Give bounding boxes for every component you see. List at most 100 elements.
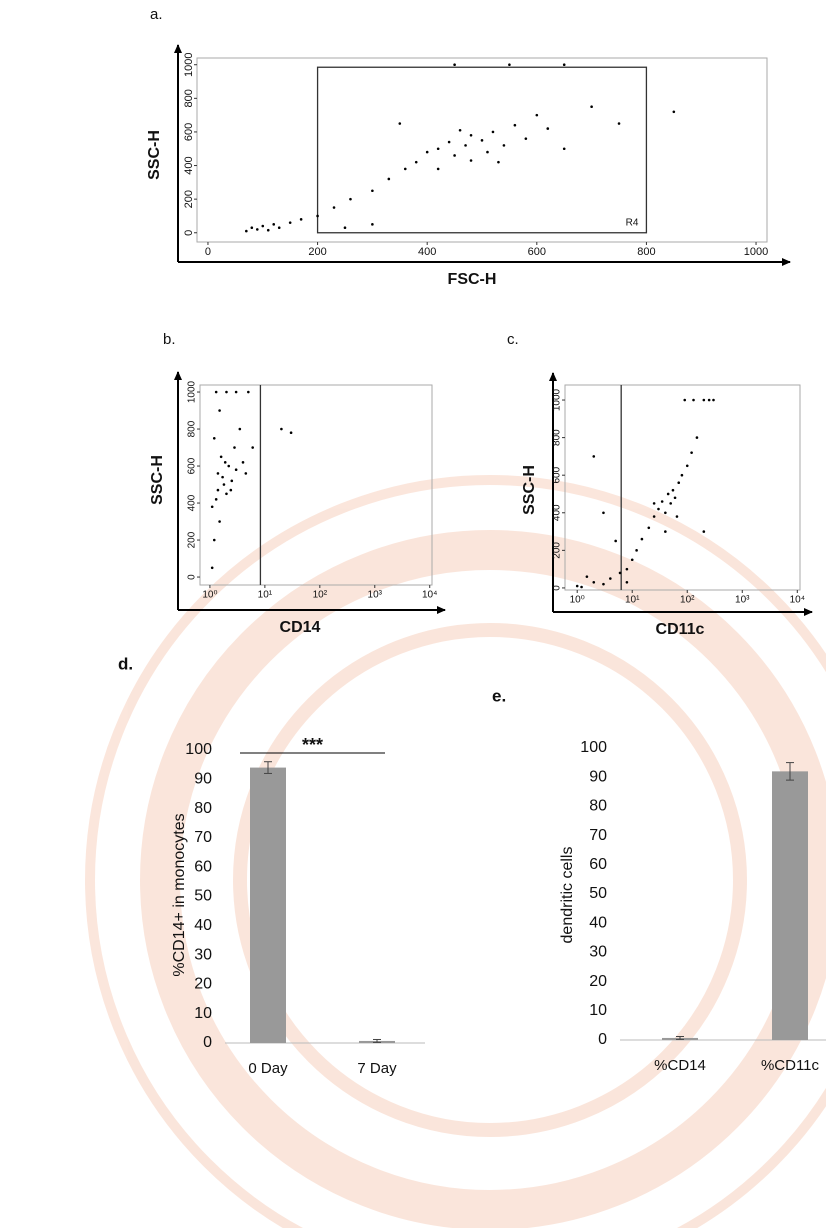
event-dot xyxy=(602,583,605,586)
event-dot xyxy=(256,228,259,231)
y-tick-label: 1000 xyxy=(187,380,198,403)
x-tick-label: 200 xyxy=(308,246,326,258)
y-tick-label: 0 xyxy=(552,585,563,591)
panel-label: a. xyxy=(150,6,163,23)
x-tick-label: 0 xyxy=(205,246,211,258)
event-dot xyxy=(211,566,214,569)
bar xyxy=(250,768,286,1043)
event-dot xyxy=(280,428,283,431)
y-tick-label: 50 xyxy=(589,885,607,902)
y-tick-label: 70 xyxy=(194,829,212,846)
y-tick-label: 100 xyxy=(580,739,607,756)
panel-label: c. xyxy=(507,331,519,348)
y-tick-label: 600 xyxy=(183,123,195,141)
y-tick-label: 80 xyxy=(194,800,212,817)
event-dot xyxy=(470,159,473,162)
gate-label: R4 xyxy=(626,217,639,228)
panel-label: e. xyxy=(492,686,506,705)
y-tick-label: 40 xyxy=(194,917,212,934)
y-tick-label: 10 xyxy=(589,1002,607,1019)
event-dot xyxy=(508,63,511,66)
y-tick-label: 90 xyxy=(589,768,607,785)
y-axis-label: SSC-H xyxy=(521,465,538,515)
event-dot xyxy=(626,568,629,571)
y-tick-label: 20 xyxy=(194,976,212,993)
event-dot xyxy=(470,134,473,137)
y-tick-label: 800 xyxy=(552,429,563,446)
y-tick-label: 0 xyxy=(187,574,198,580)
x-axis-label: CD14 xyxy=(280,619,321,636)
event-dot xyxy=(213,539,216,542)
y-tick-label: 0 xyxy=(203,1034,212,1051)
y-tick-label: 600 xyxy=(552,466,563,483)
y-tick-label: 400 xyxy=(552,504,563,521)
event-dot xyxy=(316,215,319,218)
event-dot xyxy=(672,489,675,492)
event-dot xyxy=(371,189,374,192)
x-tick-label: 10⁰ xyxy=(570,595,585,606)
x-axis-label: CD11c xyxy=(656,621,705,638)
event-dot xyxy=(492,131,495,134)
x-tick-label: 10¹ xyxy=(258,590,273,601)
y-axis-label: %CD14+ in monocytes xyxy=(171,813,188,976)
x-tick-label: 7 Day xyxy=(357,1060,397,1077)
event-dot xyxy=(448,141,451,144)
event-dot xyxy=(233,446,236,449)
event-dot xyxy=(586,575,589,578)
y-tick-label: 60 xyxy=(194,858,212,875)
x-tick-label: 10² xyxy=(313,590,328,601)
event-dot xyxy=(344,226,347,229)
event-dot xyxy=(239,428,242,431)
event-dot xyxy=(221,476,224,479)
event-dot xyxy=(453,63,456,66)
event-dot xyxy=(437,147,440,150)
event-dot xyxy=(614,540,617,543)
event-dot xyxy=(563,63,566,66)
event-dot xyxy=(536,114,539,117)
event-dot xyxy=(669,502,672,505)
panel-label: b. xyxy=(163,331,176,348)
event-dot xyxy=(580,586,583,589)
y-tick-label: 30 xyxy=(194,946,212,963)
event-dot xyxy=(289,221,292,224)
y-axis-label: SSC-H xyxy=(149,455,166,505)
event-dot xyxy=(247,391,250,394)
event-dot xyxy=(592,581,595,584)
event-dot xyxy=(676,515,679,518)
x-tick-label: 800 xyxy=(637,246,655,258)
event-dot xyxy=(225,492,228,495)
event-dot xyxy=(453,154,456,157)
event-dot xyxy=(218,520,221,523)
y-tick-label: 0 xyxy=(183,230,195,236)
event-dot xyxy=(674,496,677,499)
y-tick-label: 200 xyxy=(183,190,195,208)
event-dot xyxy=(272,223,275,226)
event-dot xyxy=(278,226,281,229)
event-dot xyxy=(415,161,418,164)
event-dot xyxy=(576,585,579,588)
y-tick-label: 0 xyxy=(598,1031,607,1048)
y-tick-label: 60 xyxy=(589,856,607,873)
event-dot xyxy=(220,455,223,458)
event-dot xyxy=(696,436,699,439)
y-tick-label: 80 xyxy=(589,798,607,815)
event-dot xyxy=(641,538,644,541)
event-dot xyxy=(333,206,336,209)
y-tick-label: 50 xyxy=(194,888,212,905)
y-tick-label: 90 xyxy=(194,771,212,788)
event-dot xyxy=(267,229,270,232)
watermark xyxy=(90,480,826,1228)
x-tick-label: 10¹ xyxy=(625,595,640,606)
event-dot xyxy=(242,461,245,464)
y-tick-label: 100 xyxy=(185,741,212,758)
event-dot xyxy=(661,500,664,503)
event-dot xyxy=(261,225,264,228)
x-tick-label: 10⁴ xyxy=(790,595,805,606)
event-dot xyxy=(251,226,254,229)
y-tick-label: 800 xyxy=(187,420,198,437)
event-dot xyxy=(619,572,622,575)
x-tick-label: 10³ xyxy=(735,595,750,606)
event-dot xyxy=(681,474,684,477)
event-dot xyxy=(230,489,233,492)
y-tick-label: 400 xyxy=(187,494,198,511)
